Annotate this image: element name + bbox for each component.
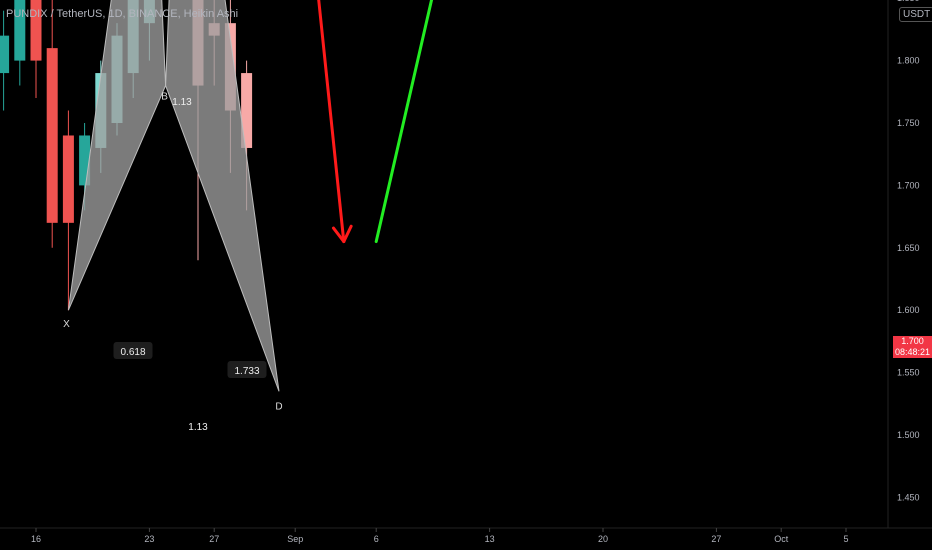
candle-body — [30, 0, 42, 61]
pattern-ratio: 1.13 — [172, 97, 192, 108]
last-price-tag: 1.700 08:48:21 — [893, 336, 932, 358]
price-tick-label: 1.850 — [897, 0, 920, 3]
time-tick-label: Oct — [774, 534, 789, 544]
pattern-point-label: D — [275, 401, 282, 412]
price-tick-label: 1.550 — [897, 368, 920, 378]
time-tick-label: 27 — [209, 534, 219, 544]
pattern-ratio: 1.733 — [227, 361, 267, 378]
bcd-triangle — [165, 0, 280, 392]
last-price: 1.700 — [901, 336, 924, 346]
price-tick-label: 1.750 — [897, 118, 920, 128]
up-arrow — [374, 0, 434, 244]
price-tick-label: 1.800 — [897, 56, 920, 66]
xab-triangle — [67, 0, 167, 311]
time-tick-label: 6 — [374, 534, 379, 544]
price-tick-label: 1.450 — [897, 492, 920, 502]
time-tick-label: 23 — [144, 534, 154, 544]
time-tick-label: 5 — [843, 534, 848, 544]
chart-title: PUNDIX / TetherUS, 1D, BINANCE, Heikin A… — [6, 8, 239, 20]
price-tick-label: 1.600 — [897, 305, 920, 315]
pattern-ratio: 1.13 — [188, 422, 208, 433]
time-tick-label: 13 — [485, 534, 495, 544]
ratio-label: 0.618 — [120, 347, 145, 358]
ratio-label: 1.733 — [234, 366, 259, 377]
time-tick-label: 27 — [711, 534, 721, 544]
price-tick-label: 1.500 — [897, 430, 920, 440]
candle-body — [14, 0, 26, 61]
pattern-point-label: X — [63, 319, 70, 330]
candle — [0, 10, 10, 111]
currency-button[interactable]: USDT — [899, 7, 932, 22]
price-tick-label: 1.650 — [897, 243, 920, 253]
price-tick-label: 1.700 — [897, 180, 920, 190]
time-axis[interactable]: 16 23 27 Sep 6 13 20 27 Oct 5 — [31, 528, 849, 544]
price-axis[interactable]: 2.2002.1502.1002.0502.0001.9501.9001.850… — [897, 0, 920, 502]
time-tick-label: Sep — [287, 534, 303, 544]
candle — [14, 0, 26, 86]
bar-countdown: 08:48:21 — [894, 347, 931, 357]
candle-body — [46, 48, 58, 223]
ratio-box — [113, 342, 153, 359]
candle — [46, 0, 58, 248]
candle-body — [0, 35, 10, 74]
ratio-label: 1.13 — [172, 97, 192, 108]
candle — [30, 0, 42, 99]
arrows-layer — [317, 0, 434, 244]
pattern-point-label: B — [161, 92, 168, 103]
candle-body — [79, 135, 91, 186]
ratio-label: 1.13 — [188, 422, 208, 433]
pattern-ratio: 0.618 — [113, 342, 153, 359]
time-tick-label: 16 — [31, 534, 41, 544]
ratio-box — [227, 361, 267, 378]
down-arrow — [317, 0, 353, 244]
candle-body — [62, 135, 74, 223]
candle — [62, 110, 74, 311]
candle-body — [241, 73, 253, 148]
time-tick-label: 20 — [598, 534, 608, 544]
